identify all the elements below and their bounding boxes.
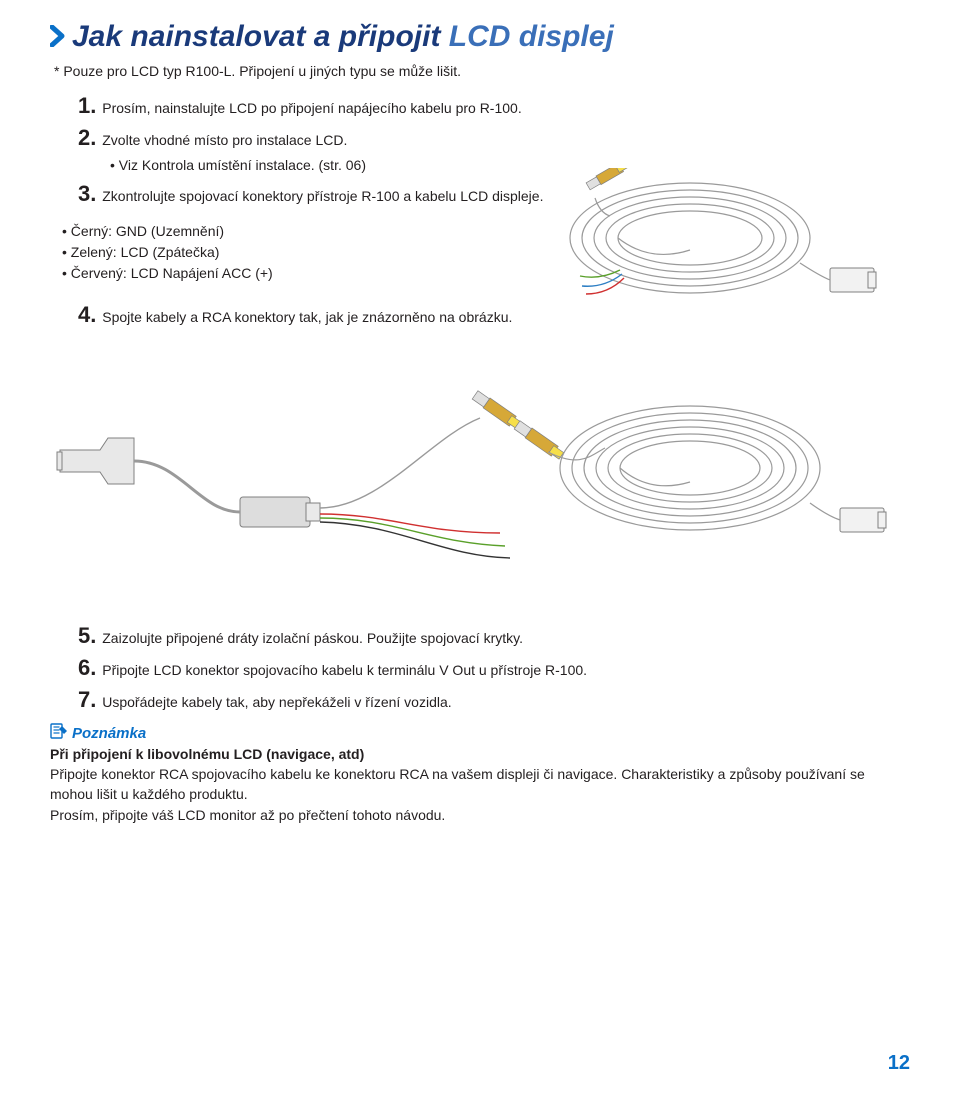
subtitle-text: * Pouze pro LCD typ R100-L. Připojení u … (54, 63, 910, 79)
note-label: Poznámka (72, 725, 146, 742)
step-5: 5. Zaizolujte připojené dráty izolační p… (50, 623, 910, 649)
step-7-text: Uspořádejte kabely tak, aby nepřekáželi … (98, 694, 451, 710)
step-2-number: 2. (78, 125, 96, 151)
title-part-2: LCD displej (440, 20, 613, 53)
note-body: Připojte konektor RCA spojovacího kabelu… (50, 764, 910, 825)
diagram-cable-1 (500, 168, 880, 343)
step-2: 2. Zvolte vhodné místo pro instalace LCD… (50, 125, 910, 151)
step-1-number: 1. (78, 93, 96, 119)
step-6: 6. Připojte LCD konektor spojovacího kab… (50, 655, 910, 681)
wire-black: • Černý: GND (Uzemnění) (62, 221, 390, 242)
note-block: Poznámka Při připojení k libovolnému LCD… (50, 723, 910, 825)
step-3-number: 3. (78, 181, 96, 207)
step-4-text: Spojte kabely a RCA konektory tak, jak j… (98, 309, 512, 325)
wire-green: • Zelený: LCD (Zpátečka) (62, 242, 390, 263)
note-title: Při připojení k libovolnému LCD (navigac… (50, 746, 910, 762)
diagram-cable-2 (50, 358, 910, 593)
title-part-1: Jak nainstalovat a připojit (72, 20, 440, 53)
chevron-right-icon (50, 21, 68, 55)
step-1: 1. Prosím, nainstalujte LCD po připojení… (50, 93, 910, 119)
step-4-number: 4. (78, 302, 96, 328)
step-6-number: 6. (78, 655, 96, 681)
step-2-text: Zvolte vhodné místo pro instalace LCD. (98, 132, 347, 148)
step-6-text: Připojte LCD konektor spojovacího kabelu… (98, 662, 587, 678)
step-3-text: Zkontrolujte spojovací konektory přístro… (98, 188, 543, 204)
step-7: 7. Uspořádejte kabely tak, aby nepřekáže… (50, 687, 910, 713)
step-7-number: 7. (78, 687, 96, 713)
page-number: 12 (888, 1052, 910, 1075)
step-1-text: Prosím, nainstalujte LCD po připojení na… (98, 100, 521, 116)
page-title: Jak nainstalovat a připojit LCD displej (50, 20, 910, 55)
step-5-number: 5. (78, 623, 96, 649)
step-5-text: Zaizolujte připojené dráty izolační pásk… (98, 630, 523, 646)
wire-legend: • Černý: GND (Uzemnění) • Zelený: LCD (Z… (50, 221, 390, 284)
note-icon (50, 723, 68, 744)
wire-red: • Červený: LCD Napájení ACC (+) (62, 263, 390, 284)
